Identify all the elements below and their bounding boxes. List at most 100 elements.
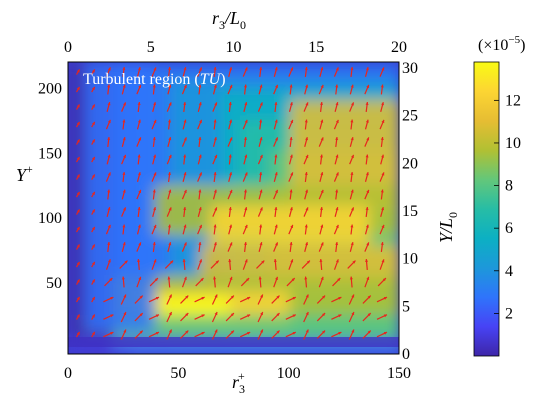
vector-arrow [257, 102, 263, 112]
vector-arrow [288, 119, 294, 130]
vector-arrow [152, 84, 156, 95]
vector-arrow [122, 224, 126, 235]
vector-arrow [105, 172, 111, 182]
vector-arrow [198, 84, 202, 95]
vector-arrow [167, 171, 171, 183]
vector-arrow [212, 207, 218, 217]
vector-arrow [137, 154, 141, 165]
vector-arrow [243, 154, 248, 165]
colorbar-tick-label: 4 [505, 263, 513, 280]
vector-arrow [197, 102, 202, 112]
plot-frame [67, 61, 400, 355]
vector-arrow [333, 119, 339, 130]
vector-arrow [243, 241, 247, 253]
vector-arrow [182, 258, 186, 271]
vector-arrow [304, 66, 308, 78]
vector-arrow [257, 311, 264, 323]
vector-arrow [243, 207, 248, 217]
y-right-axis-label: Y/L0 [436, 212, 460, 243]
vector-arrow [166, 102, 172, 112]
vector-arrow [211, 311, 218, 323]
vector-arrow [228, 119, 233, 130]
vector-arrow [75, 314, 81, 320]
vector-arrow [303, 154, 309, 165]
vector-arrow [151, 119, 157, 130]
vector-arrow [350, 119, 354, 130]
vector-arrow [119, 260, 128, 269]
vector-arrow [148, 296, 160, 303]
vector-arrow [319, 172, 324, 182]
vector-arrow [364, 242, 370, 252]
vector-arrow [122, 119, 126, 130]
vector-arrow [228, 172, 233, 182]
vector-arrow [182, 224, 187, 235]
vector-arrow [332, 277, 341, 287]
vector-arrow [166, 329, 173, 340]
heatmap-field [68, 62, 399, 354]
vector-arrow [167, 84, 172, 95]
vector-arrow [91, 86, 96, 93]
vector-arrow [107, 189, 111, 200]
vector-arrow [103, 296, 114, 303]
vector-arrow [273, 242, 279, 252]
vector-arrow [152, 102, 157, 112]
vector-arrow [181, 137, 187, 147]
vector-arrow [273, 224, 278, 235]
vector-arrow [210, 260, 220, 269]
x-bottom-tick-label: 150 [387, 365, 411, 382]
vector-arrow [273, 189, 279, 200]
vector-arrow [149, 277, 159, 287]
vector-arrow [91, 191, 96, 198]
vector-arrow [103, 314, 114, 320]
vector-arrow [349, 276, 353, 288]
x-top-tick-label: 5 [147, 39, 155, 56]
vector-arrow [380, 241, 384, 253]
vector-arrow [349, 189, 354, 200]
vector-arrow [379, 172, 385, 182]
vector-arrow [151, 67, 157, 77]
vector-arrow [121, 207, 127, 217]
vector-arrow [258, 137, 263, 147]
vector-arrow [75, 139, 81, 145]
vector-arrow [75, 331, 81, 338]
vector-arrow [364, 224, 369, 235]
vector-arrow [258, 276, 262, 288]
colorbar-tick-label: 6 [505, 220, 513, 237]
vector-arrow [75, 174, 81, 180]
vector-arrow [271, 330, 280, 339]
vector-arrow [91, 261, 96, 268]
colorbar-gradient [473, 61, 500, 357]
vector-arrow [91, 296, 96, 303]
vector-arrow [213, 119, 217, 130]
vector-arrow [274, 101, 278, 113]
vector-arrow [273, 119, 278, 130]
vector-arrow [288, 207, 293, 217]
vector-arrow [304, 119, 308, 130]
vector-arrow [271, 295, 280, 304]
vector-arrow [227, 189, 233, 200]
vector-arrow [228, 258, 232, 271]
vector-arrow [181, 84, 187, 95]
vector-arrow [228, 101, 232, 113]
vector-arrow [286, 277, 296, 287]
vector-arrow [91, 279, 96, 285]
vector-arrow [333, 67, 339, 77]
vector-arrow [259, 224, 263, 235]
x-bottom-tick-label: 50 [170, 365, 186, 382]
vector-arrow [303, 102, 309, 112]
vector-arrow [91, 244, 96, 250]
vector-arrow [365, 206, 369, 218]
vector-arrow [273, 84, 279, 95]
vector-arrow [273, 276, 279, 288]
vector-arrow [289, 241, 293, 253]
colorbar: 2 4 6 8 10 12 (×10−5) [473, 34, 525, 357]
vector-arrow [75, 226, 81, 233]
vector-arrow [75, 209, 81, 215]
vector-arrow [304, 137, 309, 147]
vector-arrow [288, 154, 293, 165]
vector-arrow [239, 296, 251, 303]
vector-arrow [348, 311, 355, 323]
y-right-tick-label: 15 [402, 203, 418, 220]
vector-arrow [318, 84, 324, 95]
